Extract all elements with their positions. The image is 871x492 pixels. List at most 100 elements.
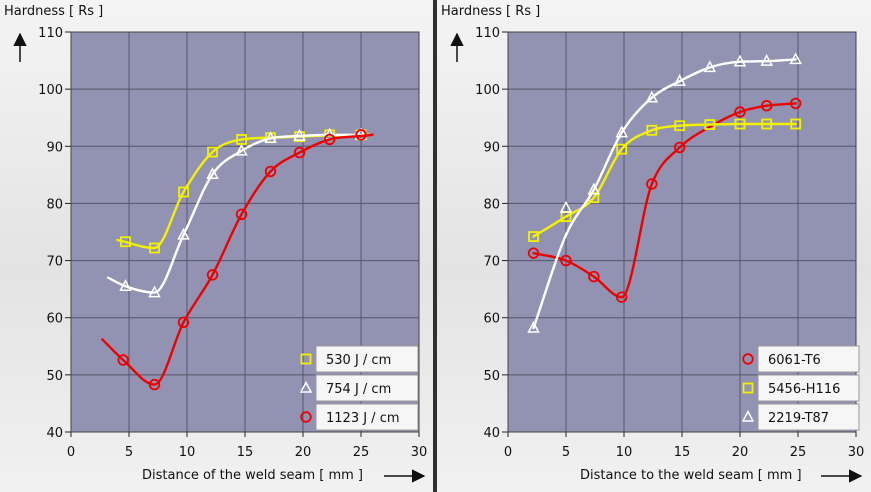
data-point <box>760 100 773 112</box>
y-tick-label: 40 <box>483 426 500 441</box>
x-tick-label: 10 <box>616 445 633 460</box>
data-point <box>528 231 539 242</box>
y-tick-label: 90 <box>483 140 500 155</box>
series-line <box>101 133 374 386</box>
data-point <box>148 378 161 391</box>
x-tick-label: 20 <box>732 445 749 460</box>
data-point <box>704 119 716 130</box>
y-tick-label: 50 <box>46 369 63 384</box>
legend-entry-box <box>757 403 860 431</box>
data-point <box>177 227 190 240</box>
x-tick-label: 15 <box>674 445 691 460</box>
y-axis-label: Hardness [ Rs ] <box>4 4 104 19</box>
x-tick-label: 25 <box>790 445 807 460</box>
legend-marker <box>742 353 754 365</box>
left-chart-panel: 0 5 10 15 20 25 30 40 50 60 70 80 90 100 110 530 J / cm… <box>0 0 433 492</box>
y-tick-label: 80 <box>483 197 500 212</box>
data-point <box>119 279 132 292</box>
legend-label: 1123 J / cm <box>326 411 400 426</box>
data-point <box>734 118 746 130</box>
x-tick-label: 5 <box>125 445 133 460</box>
x-axis-label: Distance to the weld seam [ mm ] <box>580 468 802 483</box>
data-point <box>588 270 600 283</box>
plot-border <box>70 31 420 433</box>
data-point <box>789 52 802 65</box>
data-point <box>559 200 573 213</box>
legend-label: 530 J / cm <box>326 353 391 368</box>
data-point <box>323 133 336 146</box>
legend-marker <box>300 411 312 423</box>
data-point <box>264 165 277 178</box>
x-tick-label: 25 <box>353 445 370 460</box>
data-point <box>149 242 160 254</box>
y-tick-label: 60 <box>46 312 63 327</box>
y-tick-label: 70 <box>483 255 500 270</box>
left-chart-svg: 0 5 10 15 20 25 30 40 50 60 70 80 90 100 110 530 J / cm… <box>13 26 427 483</box>
x-axis-label: Distance of the weld seam [ mm ] <box>142 468 363 483</box>
legend-entry-box <box>315 345 419 373</box>
legend-marker <box>741 409 755 422</box>
data-point <box>645 90 659 103</box>
data-point <box>761 118 773 130</box>
data-point <box>178 186 189 198</box>
legend-label: 5456-H116 <box>768 382 840 397</box>
data-point <box>615 125 628 138</box>
y-tick-label: 100 <box>475 83 500 98</box>
data-point <box>789 97 802 110</box>
legend-label: 2219-T87 <box>768 411 829 426</box>
data-point <box>207 146 218 158</box>
data-point <box>235 208 248 220</box>
y-tick-label: 110 <box>475 26 500 41</box>
legend-entry-box <box>315 403 419 431</box>
y-tick-label: 80 <box>46 197 63 212</box>
data-point <box>120 236 131 248</box>
data-point <box>177 316 190 328</box>
data-point <box>148 285 161 298</box>
data-point <box>560 254 572 267</box>
series-line <box>532 58 797 330</box>
data-point <box>703 60 717 73</box>
data-point <box>587 182 601 195</box>
y-tick-label: 100 <box>38 83 63 98</box>
x-tick-label: 0 <box>67 445 75 460</box>
y-tick-label: 40 <box>46 426 63 441</box>
x-tick-label: 0 <box>504 445 512 460</box>
data-point <box>646 124 658 136</box>
x-tick-label: 20 <box>295 445 312 460</box>
legend-marker <box>300 353 312 365</box>
data-point <box>293 146 306 159</box>
data-point <box>616 143 628 155</box>
legend-label: 754 J / cm <box>326 382 391 397</box>
y-tick-label: 90 <box>46 140 63 155</box>
legend-marker <box>299 380 313 393</box>
data-point <box>264 131 277 144</box>
y-tick-label: 110 <box>38 26 63 41</box>
data-point <box>527 320 540 333</box>
legend-entry-box <box>315 374 419 402</box>
y-tick-label: 70 <box>46 255 63 270</box>
data-point <box>206 269 219 281</box>
data-point <box>117 354 129 366</box>
series-754-j-cm <box>106 127 371 298</box>
x-tick-label: 5 <box>562 445 570 460</box>
series-line <box>106 133 371 294</box>
right-chart-panel: 0 5 10 15 20 25 30 40 50 60 70 80 90 100 110 6061-T6 545… <box>437 0 871 492</box>
y-axis-label: Hardness [ Rs ] <box>441 4 541 19</box>
legend-marker <box>742 382 754 394</box>
x-tick-label: 30 <box>848 445 865 460</box>
legend-entry-box <box>757 345 860 373</box>
data-point <box>527 247 540 259</box>
data-point <box>615 291 628 303</box>
data-point <box>206 167 219 180</box>
plot-border <box>507 31 857 433</box>
panel-divider <box>433 0 437 492</box>
data-point <box>673 141 686 154</box>
data-point <box>293 128 306 141</box>
y-tick-label: 60 <box>483 312 500 327</box>
legend-entry-box <box>757 374 860 402</box>
data-point <box>674 120 686 132</box>
data-point <box>760 54 773 66</box>
x-tick-label: 15 <box>237 445 254 460</box>
data-point <box>235 143 248 156</box>
